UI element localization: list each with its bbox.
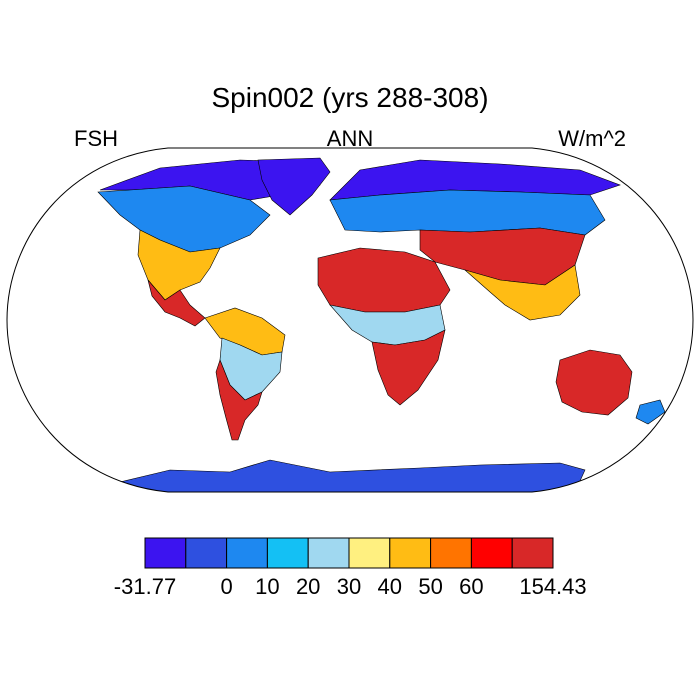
colorbar-swatch bbox=[511, 537, 554, 569]
land-southern-africa bbox=[371, 329, 446, 406]
colorbar-swatch bbox=[266, 537, 309, 569]
units-label: W/m^2 bbox=[558, 126, 626, 151]
colorbar-swatch bbox=[185, 537, 228, 569]
colorbar-swatch bbox=[430, 537, 472, 569]
colorbar-tick-label: 50 bbox=[418, 574, 443, 599]
land-south-america-south bbox=[215, 359, 263, 441]
colorbar-tick-label: -31.77 bbox=[113, 574, 177, 599]
land-eurasia-boreal bbox=[329, 189, 606, 236]
colorbar bbox=[144, 537, 554, 569]
plot-title: Spin002 (yrs 288-308) bbox=[211, 82, 489, 113]
land-india-southeast-asia bbox=[464, 264, 581, 321]
colorbar-swatch bbox=[470, 537, 513, 569]
colorbar-tick-label: 40 bbox=[377, 574, 403, 599]
map-outline bbox=[6, 147, 694, 493]
land-australia bbox=[555, 349, 633, 416]
land-north-america-boreal bbox=[97, 185, 271, 253]
land-antarctica bbox=[119, 459, 586, 492]
colorbar-swatch bbox=[144, 537, 187, 569]
land-new-zealand bbox=[635, 399, 666, 425]
colorbar-swatch bbox=[226, 537, 268, 569]
colorbar-tick-label: 60 bbox=[459, 574, 484, 599]
season-label: ANN bbox=[326, 126, 374, 151]
colorbar-swatch bbox=[307, 537, 350, 569]
land-mexico-hot bbox=[147, 279, 206, 327]
land-north-america-temperate bbox=[137, 229, 221, 301]
land-greenland bbox=[257, 157, 331, 216]
colorbar-tick-label: 20 bbox=[295, 574, 321, 599]
colorbar-tick-label: 30 bbox=[336, 574, 362, 599]
variable-label: FSH bbox=[74, 126, 118, 151]
colorbar-swatch bbox=[348, 537, 391, 569]
colorbar-swatch bbox=[389, 537, 432, 569]
colorbar-tick-label: 0 bbox=[220, 574, 233, 599]
colorbar-tick-label: 10 bbox=[255, 574, 280, 599]
colorbar-tick-label: 154.43 bbox=[519, 574, 587, 599]
